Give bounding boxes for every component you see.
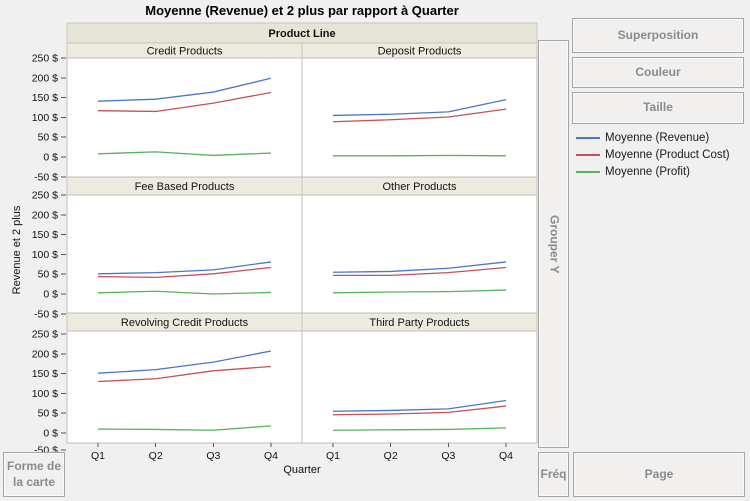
y-tick-label: 150 $ <box>32 368 58 380</box>
y-tick-label: 50 $ <box>38 269 59 281</box>
panel-title: Fee Based Products <box>135 181 235 193</box>
series-line[interactable] <box>97 365 272 383</box>
dropzone-superposition[interactable]: Superposition <box>572 18 744 53</box>
y-tick-label: 250 $ <box>32 53 58 65</box>
x-tick-label: Q2 <box>149 450 163 462</box>
y-tick-label: 0 $ <box>43 152 58 164</box>
y-tick-label: 200 $ <box>32 209 58 221</box>
y-tick-label: 0 $ <box>43 289 58 301</box>
y-tick-label: 250 $ <box>32 329 58 341</box>
series-line[interactable] <box>332 399 507 412</box>
series-line[interactable] <box>97 266 272 279</box>
series-line[interactable] <box>97 425 272 431</box>
facet-panel[interactable] <box>66 330 303 444</box>
panel-title: Other Products <box>383 181 457 193</box>
legend-item-label: Moyenne (Revenue) <box>605 132 710 144</box>
panel-title: Deposit Products <box>378 46 462 58</box>
y-tick-label: -50 $ <box>34 171 58 183</box>
panel-title: Revolving Credit Products <box>121 317 249 329</box>
legend-line-swatch <box>576 137 600 139</box>
x-tick-label: Q1 <box>326 450 340 462</box>
facet-panel[interactable] <box>301 194 538 314</box>
series-line[interactable] <box>97 77 272 102</box>
facet-panel[interactable] <box>66 194 303 314</box>
legend: Moyenne (Revenue) Moyenne (Product Cost) M… <box>576 130 730 181</box>
dropzone-couleur[interactable]: Couleur <box>572 57 744 88</box>
facet-panel[interactable] <box>66 57 303 178</box>
y-tick-label: 50 $ <box>38 132 59 144</box>
dropzone-page[interactable]: Page <box>573 452 745 497</box>
y-tick-label: 200 $ <box>32 348 58 360</box>
y-tick-label: 200 $ <box>32 72 58 84</box>
series-line[interactable] <box>97 151 272 157</box>
x-axis-title: Quarter <box>283 464 321 476</box>
y-tick-label: 150 $ <box>32 229 58 241</box>
facet-panel[interactable] <box>301 57 538 178</box>
dropzone-taille[interactable]: Taille <box>572 92 744 124</box>
y-tick-label: 100 $ <box>32 112 58 124</box>
x-tick-label: Q2 <box>384 450 398 462</box>
series-line[interactable] <box>332 405 507 416</box>
panel-title: Third Party Products <box>369 317 470 329</box>
facet-panel[interactable] <box>301 330 538 444</box>
series-line[interactable] <box>333 266 507 277</box>
chart-title: Moyenne (Revenue) et 2 plus par rapport … <box>145 3 459 18</box>
legend-line-swatch <box>576 154 600 156</box>
facet-header-label: Product Line <box>268 28 335 40</box>
legend-line-swatch <box>576 171 600 173</box>
x-tick-label: Q3 <box>206 450 220 462</box>
legend-item[interactable]: Moyenne (Profit) <box>576 164 730 180</box>
y-tick-label: 100 $ <box>32 388 58 400</box>
legend-item-label: Moyenne (Product Cost) <box>605 149 730 161</box>
y-tick-label: 250 $ <box>32 190 58 202</box>
series-line[interactable] <box>332 261 507 273</box>
series-line[interactable] <box>97 350 272 374</box>
legend-item[interactable]: Moyenne (Revenue) <box>576 130 730 146</box>
panel-title: Credit Products <box>147 46 223 58</box>
x-tick-label: Q4 <box>264 450 278 462</box>
y-tick-label: 100 $ <box>32 249 58 261</box>
y-tick-label: 150 $ <box>32 92 58 104</box>
legend-item-label: Moyenne (Profit) <box>605 166 691 178</box>
dropzone-forme-de-la-carte[interactable]: Forme de la carte <box>3 452 65 497</box>
series-line[interactable] <box>332 108 507 123</box>
x-tick-label: Q1 <box>91 450 105 462</box>
series-line[interactable] <box>97 91 272 113</box>
x-tick-label: Q4 <box>499 450 513 462</box>
legend-item[interactable]: Moyenne (Product Cost) <box>576 147 730 163</box>
dropzone-grouper-y[interactable]: Grouper Y <box>538 40 569 448</box>
series-line[interactable] <box>332 427 507 431</box>
y-tick-label: 0 $ <box>43 428 58 440</box>
series-line[interactable] <box>97 290 272 295</box>
series-line[interactable] <box>332 289 507 294</box>
series-line[interactable] <box>332 98 507 117</box>
x-tick-label: Q3 <box>441 450 455 462</box>
y-axis-title: Revenue et 2 plus <box>11 205 23 294</box>
dropzone-freq[interactable]: Fréq <box>538 452 569 497</box>
y-tick-label: 50 $ <box>38 408 59 420</box>
y-tick-label: -50 $ <box>34 308 58 320</box>
series-line[interactable] <box>97 261 272 275</box>
